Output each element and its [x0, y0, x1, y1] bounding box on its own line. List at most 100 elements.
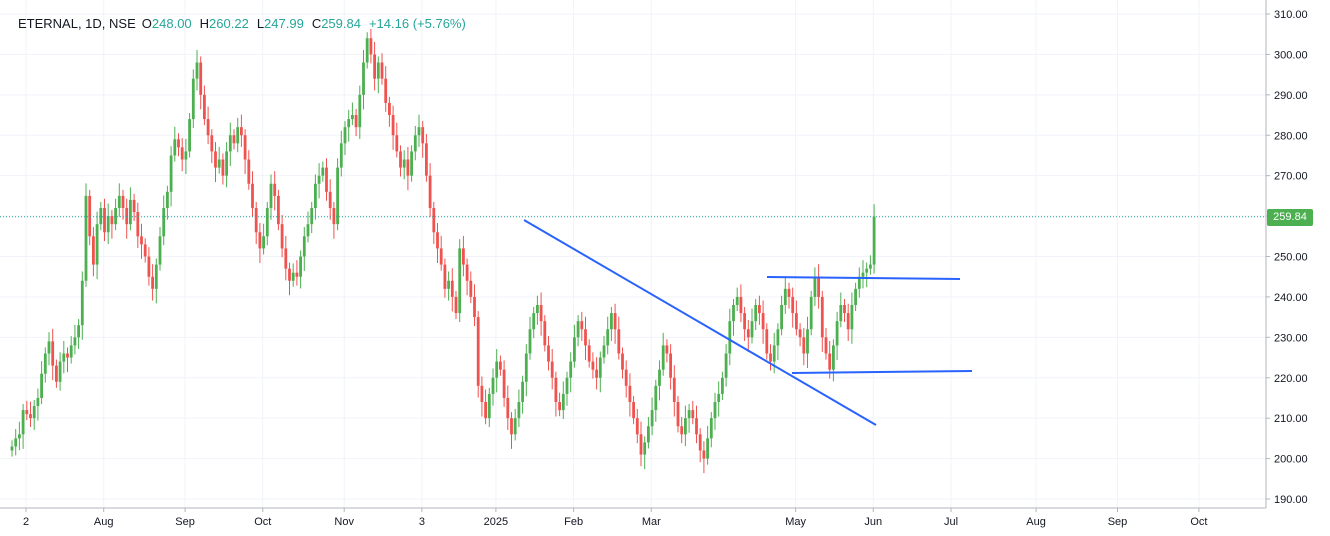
candle-body	[809, 296, 813, 330]
candle-body	[51, 341, 55, 366]
candle-body	[765, 329, 769, 354]
candle-body	[850, 305, 854, 330]
x-tick-label: Feb	[564, 516, 583, 528]
candle-body	[295, 272, 299, 277]
x-tick-label: Mar	[642, 516, 661, 528]
candle-body	[254, 208, 258, 233]
candle-body	[265, 208, 269, 237]
price-axis[interactable]: 310.00300.00290.00280.00270.00260.00250.…	[1266, 9, 1308, 506]
candle-body	[277, 195, 280, 225]
candle-body	[613, 313, 617, 330]
candle-body	[872, 216, 876, 265]
candle-body	[820, 296, 824, 338]
candle-body	[273, 183, 277, 196]
candle-body	[169, 155, 173, 192]
candle-body	[502, 369, 506, 398]
candle-body	[395, 135, 399, 152]
y-tick-label: 290.00	[1274, 90, 1308, 102]
candle-body	[158, 236, 162, 265]
candle-body	[569, 361, 573, 378]
symbol-name[interactable]: ETERNAL, 1D, NSE	[18, 16, 136, 31]
candle-body	[561, 393, 565, 411]
candle-body	[550, 361, 554, 378]
candle-body	[103, 208, 106, 233]
candle-body	[10, 446, 14, 451]
candle-body	[428, 175, 432, 208]
candle-body	[217, 159, 221, 168]
candle-body	[513, 418, 517, 435]
candle-body	[480, 385, 484, 402]
candle-body	[743, 313, 746, 330]
candle-body	[143, 244, 147, 257]
candle-body	[621, 353, 624, 370]
candle-body	[225, 151, 228, 176]
candle-body	[247, 159, 251, 184]
time-axis[interactable]: 2 Aug Sep Oct Nov 3 2025 Feb Mar May Jun Jul Aug Sep O…	[23, 508, 1208, 528]
candle-body	[410, 151, 413, 176]
candle-body	[129, 199, 132, 225]
candle-body	[99, 208, 103, 225]
candle-body	[425, 143, 428, 176]
candle-body	[695, 418, 698, 435]
candle-body	[532, 313, 536, 330]
y-tick-label: 310.00	[1274, 9, 1308, 21]
candle-body	[140, 236, 143, 245]
candle-body	[869, 264, 872, 269]
candle-body	[343, 127, 347, 144]
candle-body	[473, 296, 476, 318]
candle-body	[661, 345, 665, 370]
candle-body	[18, 434, 21, 439]
candle-body	[665, 345, 669, 354]
candles	[10, 28, 876, 474]
candle-body	[191, 78, 195, 120]
candle-body	[624, 369, 628, 386]
candle-body	[791, 296, 795, 314]
candle-body	[210, 135, 214, 152]
candle-body	[365, 38, 369, 63]
candle-body	[55, 365, 58, 382]
candle-body	[439, 248, 443, 265]
candle-body	[739, 296, 743, 314]
candle-body	[443, 264, 447, 289]
candle-body	[543, 321, 547, 346]
candle-body	[121, 195, 125, 208]
candle-body	[706, 438, 709, 459]
candle-body	[325, 167, 328, 192]
candle-body	[517, 402, 521, 419]
candle-body	[236, 127, 240, 144]
candle-body	[680, 426, 684, 435]
candle-body	[77, 325, 80, 338]
candle-body	[495, 361, 499, 378]
downtrend-line[interactable]	[523, 219, 877, 426]
x-tick-label: Aug	[1026, 516, 1046, 528]
support-line[interactable]	[791, 370, 973, 374]
candle-body	[306, 224, 310, 237]
candle-body	[632, 402, 635, 419]
y-tick-label: 200.00	[1274, 454, 1308, 466]
candle-body	[21, 410, 25, 435]
high-value: 260.22	[209, 16, 249, 31]
candle-body	[776, 329, 780, 346]
candle-body	[391, 115, 395, 136]
candle-body	[199, 62, 203, 95]
candle-body	[358, 94, 362, 128]
candle-body	[780, 305, 783, 330]
resistance-line[interactable]	[766, 276, 961, 280]
candle-body	[347, 119, 351, 128]
candle-body	[687, 410, 691, 419]
candle-body	[136, 212, 140, 237]
candle-body	[843, 305, 846, 314]
x-tick-label: May	[785, 516, 806, 528]
candle-body	[713, 402, 717, 419]
candle-body	[672, 377, 676, 402]
candle-body	[547, 345, 550, 362]
candle-body	[421, 127, 425, 144]
candle-body	[846, 313, 850, 330]
candle-body	[447, 280, 450, 289]
high-label: H	[199, 16, 210, 31]
candle-body	[177, 139, 180, 148]
candle-body	[524, 353, 528, 382]
candle-body	[709, 418, 713, 439]
candle-body	[32, 406, 36, 419]
